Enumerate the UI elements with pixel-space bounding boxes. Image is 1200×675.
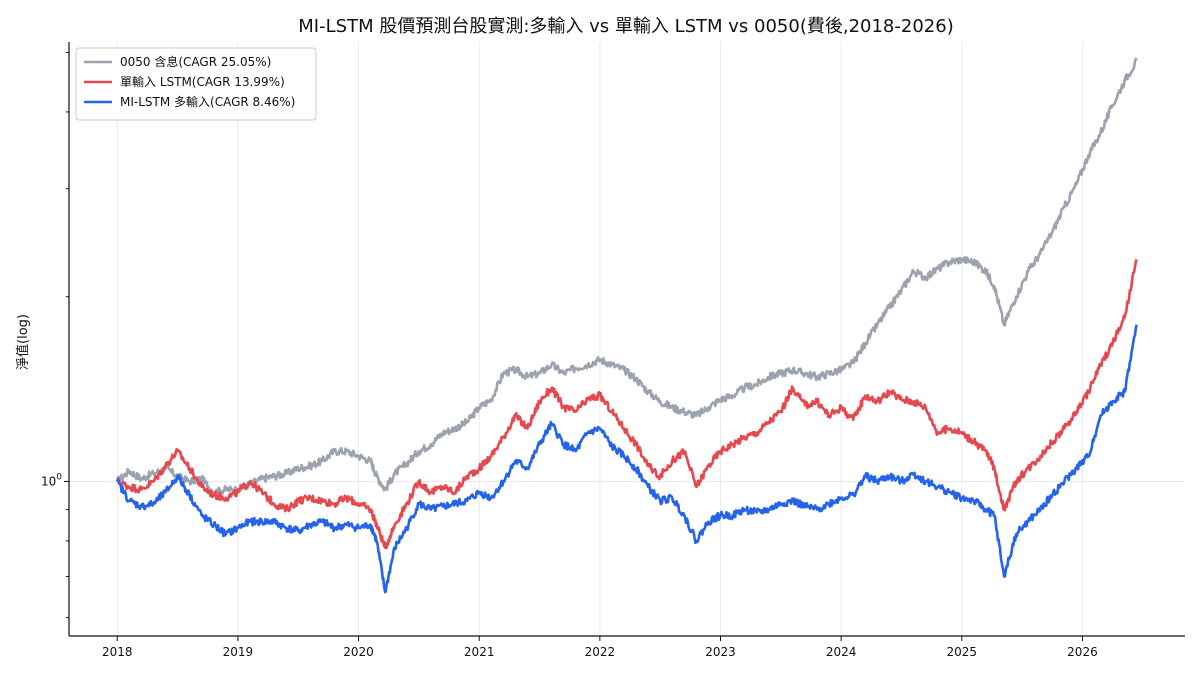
x-tick-label: 2021 — [464, 645, 495, 659]
series-lines — [116, 57, 1138, 594]
series-line — [116, 258, 1138, 550]
legend: 0050 含息(CAGR 25.05%) 單輸入 LSTM(CAGR 13.99%… — [75, 47, 317, 121]
legend-label: 0050 含息(CAGR 25.05%) — [120, 54, 271, 69]
y-tick-label-base: 10 — [41, 474, 56, 488]
legend-label: 單輸入 LSTM(CAGR 13.99%) — [120, 74, 285, 89]
chart-title: MI-LSTM 股價預測台股實測:多輸入 vs 單輸入 LSTM vs 0050… — [298, 16, 953, 37]
y-tick-label-exponent: 0 — [56, 472, 62, 482]
x-tick-label: 2024 — [826, 645, 857, 659]
x-tick-label: 2018 — [102, 645, 133, 659]
x-tick-label: 2023 — [705, 645, 736, 659]
axes: 2018 2019 2020 2021 2022 2023 2024 2025 2026 100 — [41, 42, 1185, 659]
y-tick-label: 100 — [41, 472, 62, 488]
x-tick-label: 2020 — [343, 645, 374, 659]
grid — [69, 42, 1185, 636]
x-tick-label: 2025 — [947, 645, 978, 659]
x-tick-label: 2026 — [1067, 645, 1098, 659]
series-line — [116, 324, 1138, 594]
y-axis-label: 淨值(log) — [15, 314, 31, 370]
series-line — [116, 57, 1138, 496]
x-tick-label: 2019 — [223, 645, 254, 659]
legend-box — [75, 47, 317, 121]
x-tick-label: 2022 — [585, 645, 616, 659]
legend-label: MI-LSTM 多輸入(CAGR 8.46%) — [120, 94, 295, 109]
